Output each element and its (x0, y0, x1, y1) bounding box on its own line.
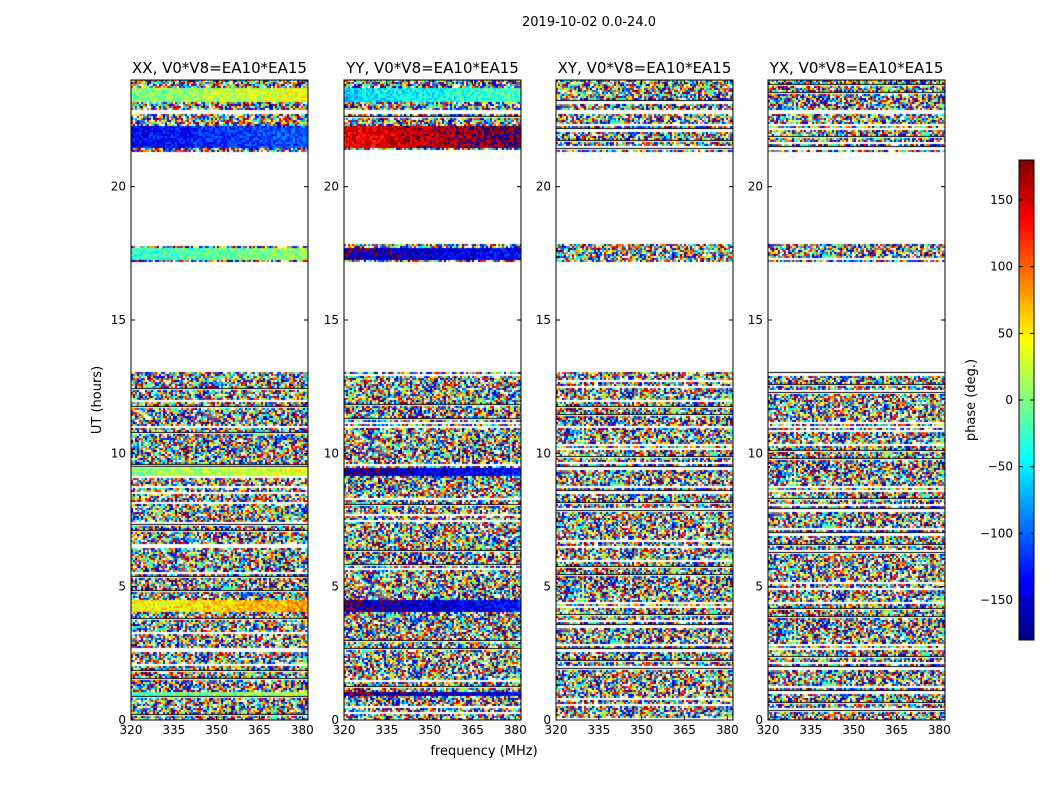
x-tick-label: 350 (630, 723, 653, 737)
panel-yy: YY, V0*V8=EA10*EA15 320 335 350 365 380 0 5 10 15… (324, 59, 527, 737)
x-tick-label: 365 (248, 723, 271, 737)
x-tick-label: 320 (757, 723, 780, 737)
y-tick-label: 5 (118, 580, 126, 594)
panel-frame (767, 79, 946, 721)
y-tick-label: 20 (324, 180, 339, 194)
x-tick-label: 350 (205, 723, 228, 737)
colorbar-tick-label: 50 (998, 326, 1013, 340)
y-tick-label: 10 (324, 446, 339, 460)
x-tick-label: 365 (673, 723, 696, 737)
panel-frame (343, 79, 522, 721)
colorbar-tick-label: 0 (1005, 393, 1013, 407)
y-tick-label: 10 (111, 446, 126, 460)
phase-heatmap-image (131, 80, 308, 720)
panels-group: XX, V0*V8=EA10*EA15 320 335 350 365 380 0 5 10 15… (111, 59, 951, 737)
y-tick-label: 5 (331, 580, 339, 594)
y-tick-label: 20 (111, 180, 126, 194)
y-tick-label: 0 (331, 713, 339, 727)
x-tick-label: 380 (504, 723, 527, 737)
y-tick-label: 0 (118, 713, 126, 727)
panel-frame (130, 79, 309, 721)
y-tick-label: 10 (536, 446, 551, 460)
x-tick-label: 335 (587, 723, 610, 737)
y-tick-label: 15 (324, 313, 339, 327)
phase-heatmap-image (556, 80, 733, 720)
x-tick-label: 335 (375, 723, 398, 737)
y-tick-label: 10 (748, 446, 763, 460)
colorbar-label: phase (deg.) (964, 359, 979, 441)
panel-xy: XY, V0*V8=EA10*EA15 320 335 350 365 380 0 5 10 15… (536, 59, 739, 737)
phase-heatmap-image (768, 80, 945, 720)
panel-title: YX, V0*V8=EA10*EA15 (769, 59, 944, 77)
x-tick-label: 320 (545, 723, 568, 737)
x-tick-label: 380 (291, 723, 314, 737)
y-tick-label: 20 (536, 180, 551, 194)
x-tick-label: 320 (333, 723, 356, 737)
colorbar-tick-label: −100 (980, 526, 1013, 540)
y-tick-label: 0 (543, 713, 551, 727)
y-tick-label: 5 (755, 580, 763, 594)
panel-title: XY, V0*V8=EA10*EA15 (558, 59, 732, 77)
panel-title: XX, V0*V8=EA10*EA15 (132, 59, 307, 77)
panel-title: YY, V0*V8=EA10*EA15 (345, 59, 519, 77)
x-tick-label: 320 (120, 723, 143, 737)
x-tick-label: 380 (928, 723, 951, 737)
panel-yx: YX, V0*V8=EA10*EA15 320 335 350 365 380 0 5 10 15… (748, 59, 951, 737)
colorbar-tick-label: −150 (980, 593, 1013, 607)
phase-heatmap-image (344, 80, 521, 720)
x-tick-label: 380 (716, 723, 739, 737)
figure-title: 2019-10-02 0.0-24.0 (522, 15, 656, 30)
y-tick-label: 15 (536, 313, 551, 327)
y-tick-label: 0 (755, 713, 763, 727)
x-tick-label: 365 (461, 723, 484, 737)
x-tick-label: 350 (842, 723, 865, 737)
panel-xx: XX, V0*V8=EA10*EA15 320 335 350 365 380 0 5 10 15… (111, 59, 314, 737)
colorbar-tick-label: 150 (990, 193, 1013, 207)
x-tick-label: 350 (418, 723, 441, 737)
y-tick-label: 5 (543, 580, 551, 594)
x-tick-label: 365 (885, 723, 908, 737)
y-tick-label: 20 (748, 180, 763, 194)
colorbar: −150 −100 −50 0 50 100 150 (980, 159, 1035, 641)
x-tick-label: 335 (162, 723, 185, 737)
y-axis-label: UT (hours) (90, 366, 105, 434)
y-tick-label: 15 (111, 313, 126, 327)
panel-frame (555, 79, 734, 721)
x-tick-label: 335 (799, 723, 822, 737)
colorbar-tick-label: 100 (990, 260, 1013, 274)
x-axis-label: frequency (MHz) (430, 744, 537, 759)
colorbar-tick-label: −50 (988, 460, 1013, 474)
y-tick-label: 15 (748, 313, 763, 327)
